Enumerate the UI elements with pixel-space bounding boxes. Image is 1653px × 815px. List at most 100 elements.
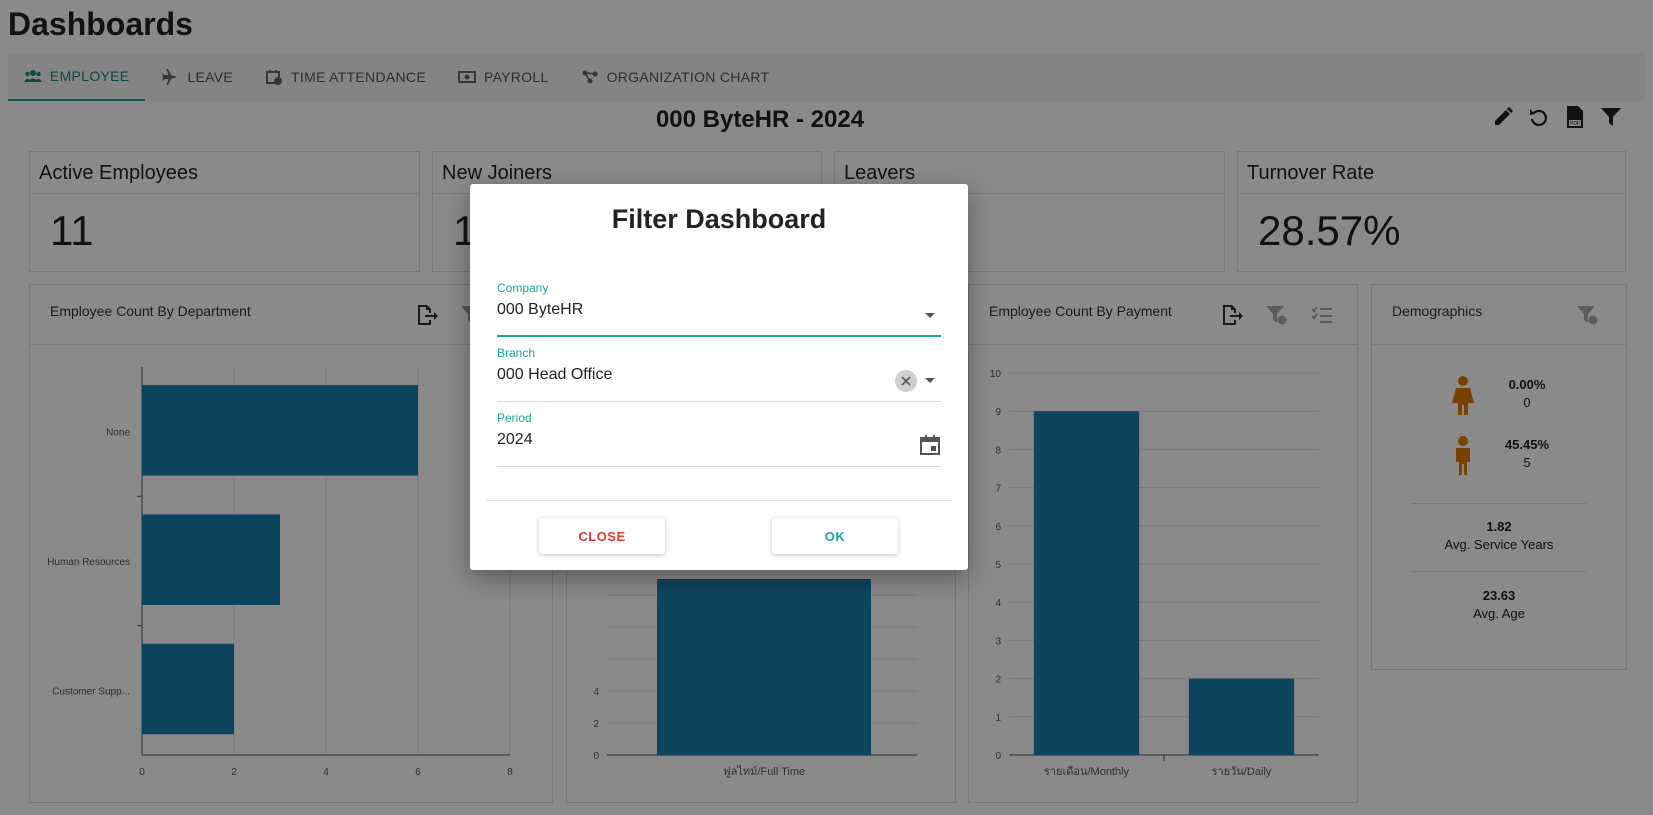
- company-field[interactable]: Company: [497, 281, 941, 337]
- branch-label: Branch: [497, 346, 536, 360]
- kpi-label: Turnover Rate: [1238, 152, 1625, 194]
- tick-label: 3: [995, 636, 1001, 647]
- tick-label: 4: [995, 598, 1001, 609]
- tab-organization-chart[interactable]: ORGANIZATION CHART: [565, 53, 786, 101]
- tab-employee[interactable]: EMPLOYEE: [8, 53, 146, 101]
- branch-field[interactable]: Branch: [497, 346, 941, 402]
- chevron-down-icon[interactable]: [925, 313, 935, 318]
- category-label: None: [106, 428, 130, 439]
- kpi-value: 11: [50, 207, 94, 254]
- tab-label: EMPLOYEE: [50, 68, 130, 84]
- tab-leave[interactable]: LEAVE: [145, 53, 249, 101]
- kpi-turnover-rate: Turnover Rate 28.57%: [1237, 151, 1626, 272]
- tick-label: 0: [995, 751, 1001, 762]
- period-field[interactable]: Period: [497, 411, 941, 467]
- tab-label: LEAVE: [187, 69, 234, 85]
- divider: [1412, 503, 1586, 504]
- money-icon: [457, 69, 476, 85]
- card-demographics: Demographics 0.00% 0 45.45% 5 1.82 Avg. …: [1371, 284, 1627, 670]
- bar: [1188, 678, 1295, 755]
- branch-input[interactable]: [497, 366, 877, 384]
- tick-label: 4: [323, 767, 329, 778]
- page-title: Dashboards: [8, 6, 193, 42]
- female-count: 0: [1523, 395, 1531, 410]
- tab-time-attendance[interactable]: TIME ATTENDANCE: [249, 53, 442, 101]
- tick-label: 2: [593, 719, 599, 730]
- period-label: Period: [497, 411, 532, 425]
- filter-clear-icon[interactable]: [1263, 303, 1289, 327]
- tick-label: 0: [139, 767, 145, 778]
- calendar-icon[interactable]: [919, 434, 941, 456]
- bar: [657, 579, 871, 755]
- pdf-icon[interactable]: PDF: [1562, 104, 1588, 130]
- bar: [142, 385, 418, 476]
- tick-label: 10: [990, 369, 1002, 380]
- tick-label: 2: [231, 767, 237, 778]
- svg-text:PDF: PDF: [1570, 121, 1580, 127]
- dashboard-title: 000 ByteHR - 2024: [655, 106, 865, 133]
- category-label: Customer Supp...: [52, 686, 130, 697]
- tick-label: 8: [995, 445, 1001, 456]
- tick-label: 2: [995, 675, 1001, 686]
- tab-label: PAYROLL: [483, 69, 549, 85]
- card-title: Employee Count By Department: [50, 303, 251, 319]
- bar: [1033, 411, 1140, 755]
- chevron-down-icon[interactable]: [925, 378, 935, 383]
- card-dept: Employee Count By Department 0 2 4 6 8 None Hu…: [29, 284, 553, 803]
- airplane-icon: [161, 69, 179, 85]
- kpi-active-employees: Active Employees 11: [29, 151, 420, 272]
- male-count: 5: [1523, 455, 1531, 470]
- card-title: Employee Count By Payment: [989, 303, 1172, 319]
- ok-button[interactable]: OK: [772, 518, 898, 554]
- company-input[interactable]: [497, 301, 877, 319]
- dept-bar-chart: 0 2 4 6 8 None Human Resources Customer Supp...: [47, 367, 513, 778]
- filter-icon[interactable]: [1598, 104, 1624, 130]
- tick-label: 4: [593, 687, 599, 698]
- divider: [1412, 571, 1586, 572]
- category-label: รายเดือน/Monthly: [1044, 765, 1130, 778]
- tick-label: 8: [507, 767, 513, 778]
- card-title: Demographics: [1392, 303, 1483, 319]
- tick-label: 6: [995, 522, 1001, 533]
- dashboard-tabs: EMPLOYEE LEAVE TIME ATTENDANCE PAYROLL O…: [8, 53, 1645, 101]
- male-percent: 45.45%: [1504, 437, 1550, 452]
- calendar-clock-icon: [265, 69, 283, 85]
- tab-payroll[interactable]: PAYROLL: [442, 53, 565, 101]
- female-percent: 0.00%: [1508, 377, 1546, 392]
- category-label: Human Resources: [47, 557, 130, 568]
- kpi-label: Leavers: [835, 152, 1224, 194]
- tick-label: 6: [415, 767, 421, 778]
- dialog-divider: [486, 500, 952, 501]
- undo-icon[interactable]: [1526, 104, 1552, 130]
- payment-bar-chart: 0 1 2 3 4 5 6 7 8 9 10 รายเดือน/Monthly รายวัน/Daily: [990, 369, 1319, 778]
- sitemap-icon: [581, 69, 599, 85]
- tab-label: ORGANIZATION CHART: [606, 69, 770, 85]
- users-icon: [24, 68, 42, 84]
- edit-icon[interactable]: [1490, 104, 1516, 130]
- company-label: Company: [497, 281, 549, 295]
- avg-service-label: Avg. Service Years: [1444, 537, 1554, 552]
- tick-label: 0: [593, 751, 599, 762]
- tick-label: 5: [995, 560, 1001, 571]
- export-icon[interactable]: [414, 303, 440, 327]
- tick-label: 7: [995, 484, 1001, 495]
- checklist-icon[interactable]: [1309, 303, 1335, 327]
- kpi-value: 28.57%: [1258, 207, 1401, 254]
- filter-dialog: Filter Dashboard Company Branch Period C…: [470, 184, 968, 570]
- tab-label: TIME ATTENDANCE: [291, 69, 426, 85]
- avg-age-label: Avg. Age: [1473, 606, 1525, 621]
- bar: [142, 514, 280, 605]
- tick-label: 9: [995, 407, 1001, 418]
- avg-age-value: 23.63: [1482, 588, 1516, 603]
- period-input[interactable]: [497, 431, 877, 449]
- card-payment: Employee Count By Payment 0 1 2 3 4 5 6 7 8 9 10 รา…: [968, 284, 1358, 803]
- filter-clear-icon[interactable]: [1574, 303, 1600, 327]
- close-button[interactable]: CLOSE: [539, 518, 665, 554]
- category-label: ฟูลไทม์/Full Time: [723, 765, 805, 778]
- bar: [142, 643, 234, 735]
- export-icon[interactable]: [1219, 303, 1245, 327]
- clear-icon[interactable]: [895, 370, 917, 392]
- category-label: รายวัน/Daily: [1212, 766, 1272, 778]
- dashboard-toolbar: PDF: [1490, 104, 1624, 130]
- tick-label: 1: [995, 713, 1001, 724]
